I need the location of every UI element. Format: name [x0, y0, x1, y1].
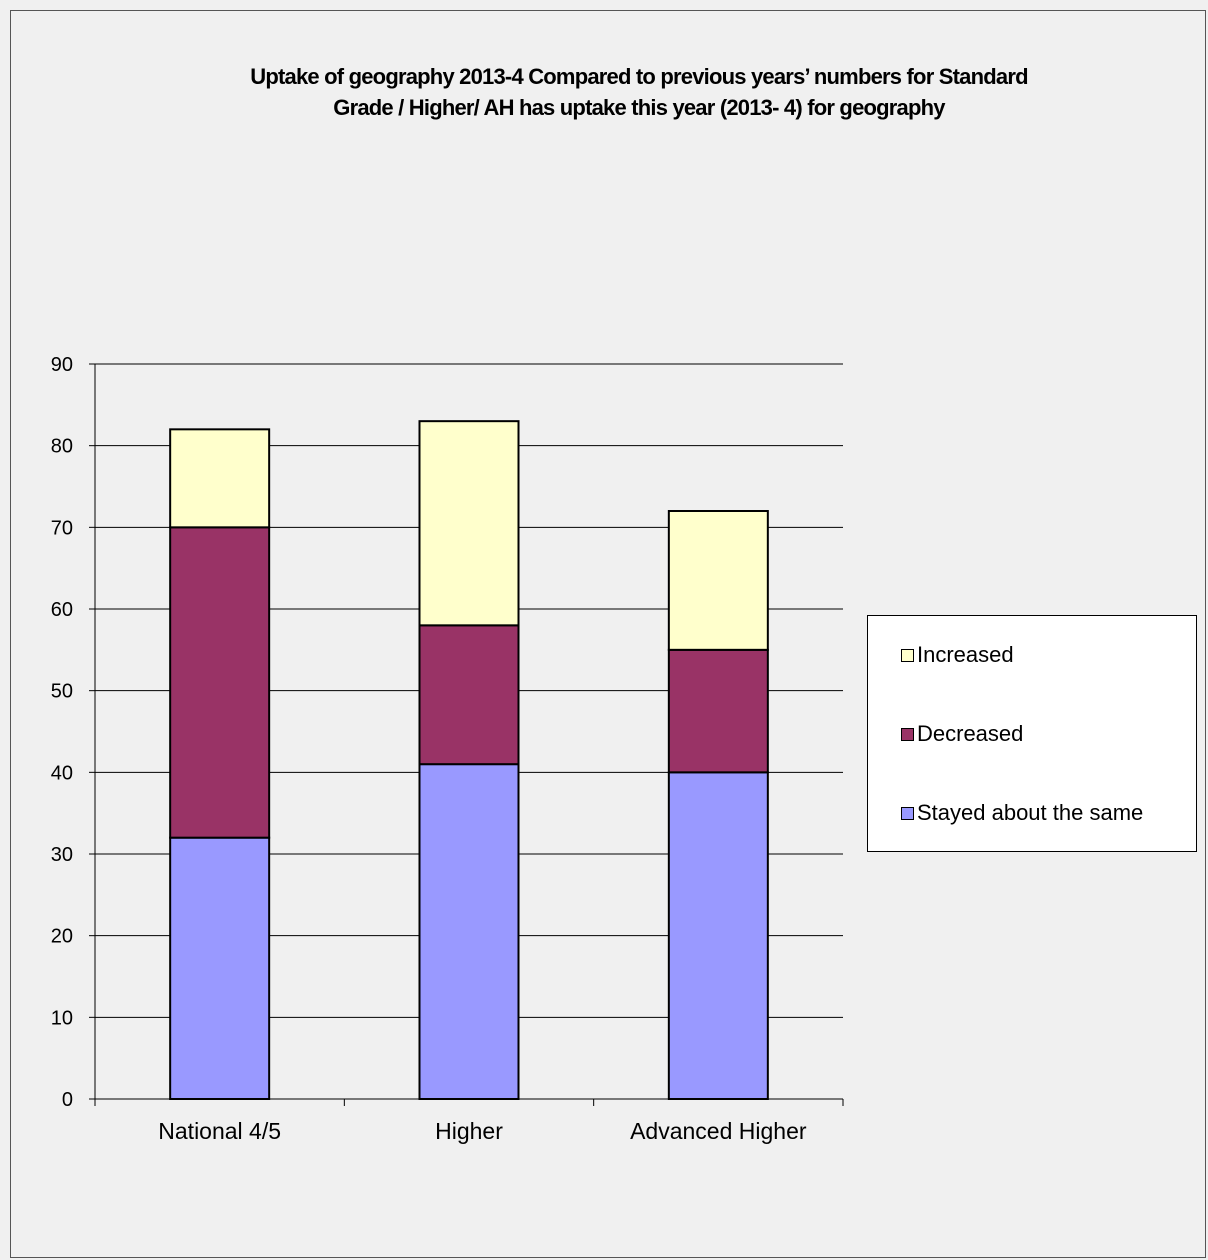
y-tick-label: 30 — [51, 844, 73, 866]
bar-segment — [169, 428, 271, 529]
y-tick-label: 0 — [62, 1089, 73, 1111]
y-tick-label: 40 — [51, 762, 73, 784]
y-tick-label: 20 — [51, 926, 73, 948]
bar-segment — [418, 763, 520, 1101]
x-category-label: Higher — [435, 1118, 503, 1144]
bar-segment — [667, 648, 769, 774]
chart-legend: Increased Decreased Stayed about the same — [867, 615, 1197, 852]
y-tick-label: 90 — [51, 354, 73, 376]
bar-segment — [169, 526, 271, 839]
chart-title-line-2: Grade / Higher/ AH has uptake this year … — [333, 95, 945, 120]
bar-segment — [418, 420, 520, 627]
y-tick-label: 60 — [51, 599, 73, 621]
bar-segment — [169, 836, 271, 1101]
bar-segment — [667, 771, 769, 1100]
legend-item: Stayed about the same — [901, 800, 1143, 826]
y-tick-label: 50 — [51, 681, 73, 703]
x-category-label: National 4/5 — [158, 1118, 281, 1144]
legend-label: Stayed about the same — [917, 800, 1144, 825]
legend-item: Increased — [901, 642, 1014, 668]
legend-swatch — [901, 727, 914, 741]
chart-title: Uptake of geography 2013-4 Compared to p… — [96, 61, 1182, 123]
y-tick-label: 80 — [51, 436, 73, 458]
legend-item: Decreased — [901, 721, 1023, 747]
bar-segment — [667, 510, 769, 651]
y-tick-label: 70 — [51, 517, 73, 539]
legend-swatch — [901, 806, 914, 820]
x-category-label: Advanced Higher — [630, 1118, 807, 1144]
y-tick-label: 10 — [51, 1007, 73, 1029]
legend-label: Increased — [917, 642, 1014, 667]
legend-swatch — [901, 648, 914, 662]
chart-title-line-1: Uptake of geography 2013-4 Compared to p… — [250, 64, 1028, 89]
legend-label: Decreased — [917, 721, 1024, 746]
bar-segment — [418, 624, 520, 766]
